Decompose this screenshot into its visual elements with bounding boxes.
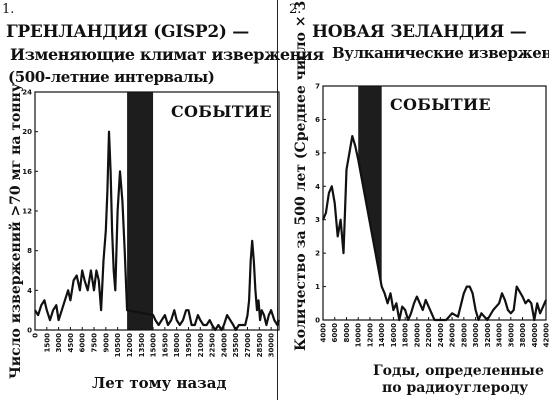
chart-2-x-tick-label: 6000 <box>331 323 339 343</box>
chart-2-x-tick-label: 32000 <box>484 323 492 347</box>
chart-2-y-tick-label: 1 <box>315 283 320 291</box>
panel-1-title-line-3: (500-летние интервалы) <box>8 68 215 86</box>
chart-2-y-tick-label: 6 <box>315 116 320 124</box>
chart-1-x-tick-label: 22500 <box>209 333 217 357</box>
panel-2-number: 2. <box>289 2 302 17</box>
chart-1-y-tick-label: 16 <box>22 168 32 176</box>
panel-2-title-line-2: Вулканические извержения <box>332 44 549 62</box>
chart-2-x-tick-label: 34000 <box>496 323 504 347</box>
chart-2-x-tick-label: 16000 <box>390 323 398 347</box>
chart-2-x-tick-label: 8000 <box>343 323 351 343</box>
chart-2-x-tick-label: 36000 <box>507 323 515 347</box>
chart-1-x-tick-label: 6000 <box>79 333 87 353</box>
chart-1-x-tick-label: 1500 <box>43 333 51 353</box>
chart-1-x-tick-label: 16500 <box>161 333 169 357</box>
chart-1-x-tick-label: 10500 <box>114 333 122 357</box>
panel-2-event-label: СОБЫТИЕ <box>390 95 491 114</box>
panel-1-title-line-1: ГРЕНЛАНДИЯ (GISP2) — <box>6 22 249 42</box>
chart-2-plot-frame <box>322 85 547 321</box>
chart-1-x-tick-label: 30000 <box>268 333 276 357</box>
chart-1-y-tick-label: 4 <box>27 287 32 295</box>
panel-1-x-axis-label: Лет тому назад <box>92 374 227 392</box>
chart-2-x-tick-label: 24000 <box>437 323 445 347</box>
chart-2-x-tick-label: 40000 <box>531 323 539 347</box>
chart-2-x-tick-label: 4000 <box>320 323 328 343</box>
chart-1-y-tick-label: 8 <box>27 247 32 255</box>
chart-1-x-tick-label: 12000 <box>126 333 134 357</box>
chart-2-y-tick-label: 3 <box>315 216 320 224</box>
chart-1-x-tick-label: 19500 <box>185 333 193 357</box>
chart-1-event-band <box>127 92 154 330</box>
panel-2-x-axis-label-line-2: по радиоуглероду <box>382 380 529 396</box>
panel-1-title-line-2: Изменяющие климат извержения <box>10 45 324 64</box>
chart-2-y-tick-label: 5 <box>315 149 320 157</box>
chart-2-y-tick-label: 4 <box>315 183 320 191</box>
chart-1-x-tick-label: 25500 <box>232 333 240 357</box>
chart-2-x-tick-label: 20000 <box>413 323 421 347</box>
chart-1-x-tick-label: 13500 <box>138 333 146 357</box>
chart-2-x-tick-label: 14000 <box>378 323 386 347</box>
chart-1-y-tick-label: 20 <box>22 128 32 136</box>
panel-1-number: 1. <box>2 2 15 17</box>
chart-1-x-tick-label: 24000 <box>220 333 228 357</box>
chart-2-y-tick-label: 7 <box>315 83 320 91</box>
chart-2-series-line <box>321 135 548 322</box>
chart-2-x-tick-label: 28000 <box>460 323 468 347</box>
chart-2-x-tick-label: 30000 <box>472 323 480 347</box>
chart-2-x-tick-label: 12000 <box>366 323 374 347</box>
chart-2-x-tick-label: 10000 <box>355 323 363 347</box>
chart-1-x-tick-label: 15000 <box>150 333 158 357</box>
chart-2-x-tick-label: 38000 <box>519 323 527 347</box>
chart-1-x-tick-label: 7500 <box>91 333 99 353</box>
chart-1-x-tick-label: 18000 <box>173 333 181 357</box>
chart-1-x-tick-label: 3000 <box>55 333 63 353</box>
chart-1-x-tick-label: 21000 <box>197 333 205 357</box>
chart-1-y-tick-label: 0 <box>27 327 32 335</box>
chart-1-series-line <box>34 130 281 332</box>
chart-1-x-tick-label: 0 <box>32 333 40 338</box>
chart-2-x-tick-label: 42000 <box>543 323 549 347</box>
chart-1-x-tick-label: 28500 <box>256 333 264 357</box>
chart-2-x-tick-label: 22000 <box>425 323 433 347</box>
panel-2-x-axis-label-line-1: Годы, определенные <box>373 363 544 379</box>
chart-2-x-tick-label: 18000 <box>402 323 410 347</box>
chart-1-x-tick-label: 9000 <box>102 333 110 353</box>
chart-2-series-area <box>323 136 546 320</box>
chart-2-y-tick-label: 0 <box>315 317 320 325</box>
chart-1-y-tick-label: 24 <box>22 89 32 97</box>
chart-1-y-tick-label: 12 <box>22 208 32 216</box>
panel-2-title-line-1: НОВАЯ ЗЕЛАНДИЯ — <box>312 22 527 42</box>
chart-1-x-tick-label: 4500 <box>67 333 75 353</box>
chart-2-y-tick-label: 2 <box>315 250 320 258</box>
panel-1-event-label: СОБЫТИЕ <box>171 102 272 121</box>
chart-1-x-tick-label: 27000 <box>244 333 252 357</box>
chart-2-x-tick-label: 26000 <box>449 323 457 347</box>
panel-divider <box>277 0 278 400</box>
